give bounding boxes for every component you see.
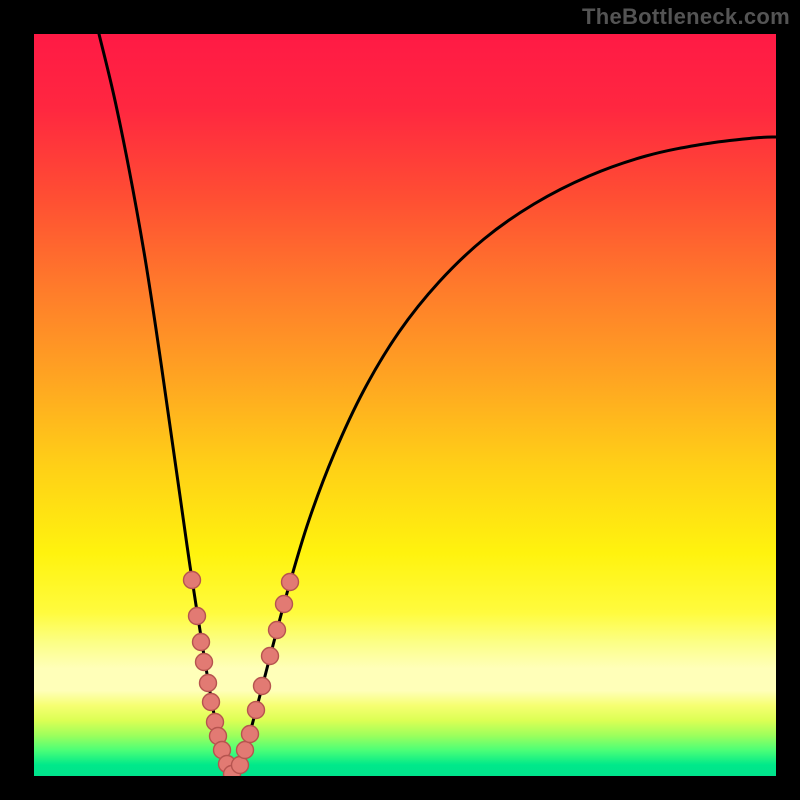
curve-layer (34, 34, 776, 776)
curve-left (99, 34, 234, 776)
data-marker (193, 634, 210, 651)
data-marker (262, 648, 279, 665)
chart-container: TheBottleneck.com (0, 0, 800, 800)
data-marker (248, 702, 265, 719)
curve-right (234, 137, 776, 776)
data-marker (254, 678, 271, 695)
data-marker (200, 675, 217, 692)
data-marker (276, 596, 293, 613)
data-marker (269, 622, 286, 639)
source-label: TheBottleneck.com (582, 4, 790, 30)
data-marker (189, 608, 206, 625)
data-marker (282, 574, 299, 591)
data-marker (184, 572, 201, 589)
data-marker (242, 726, 259, 743)
plot-area (34, 34, 776, 776)
data-marker (237, 742, 254, 759)
data-marker (203, 694, 220, 711)
markers-left (184, 572, 241, 777)
data-marker (196, 654, 213, 671)
